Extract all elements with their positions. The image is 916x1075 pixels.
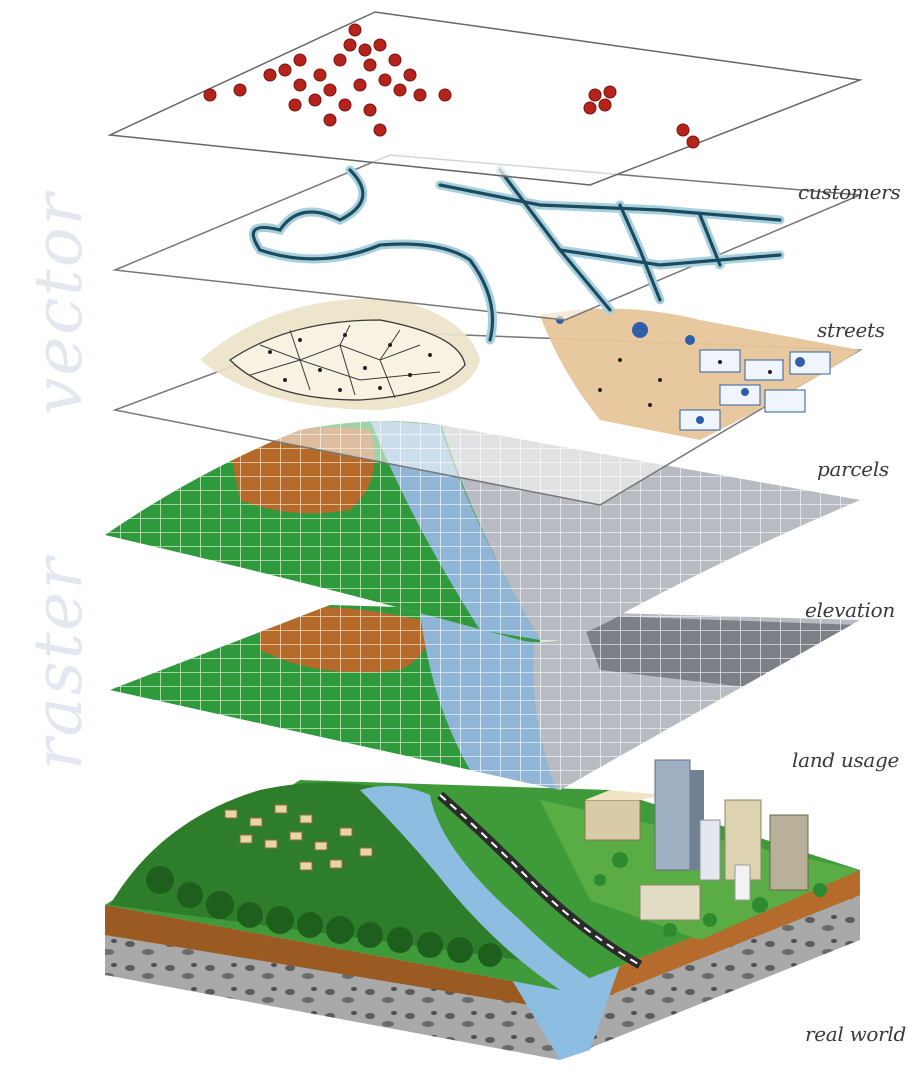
real-world-layer [105, 759, 860, 1060]
streets-layer [112, 154, 861, 345]
label-land-usage: land usage [792, 748, 900, 772]
label-streets: streets [817, 318, 885, 342]
customers-layer [107, 11, 863, 186]
label-parcels: parcels [817, 457, 889, 481]
parcels-layer [112, 298, 863, 506]
label-elevation: elevation [805, 598, 895, 622]
land-usage-layer [110, 605, 860, 790]
label-customers: customers [798, 180, 901, 204]
label-real-world: real world [805, 1022, 906, 1046]
